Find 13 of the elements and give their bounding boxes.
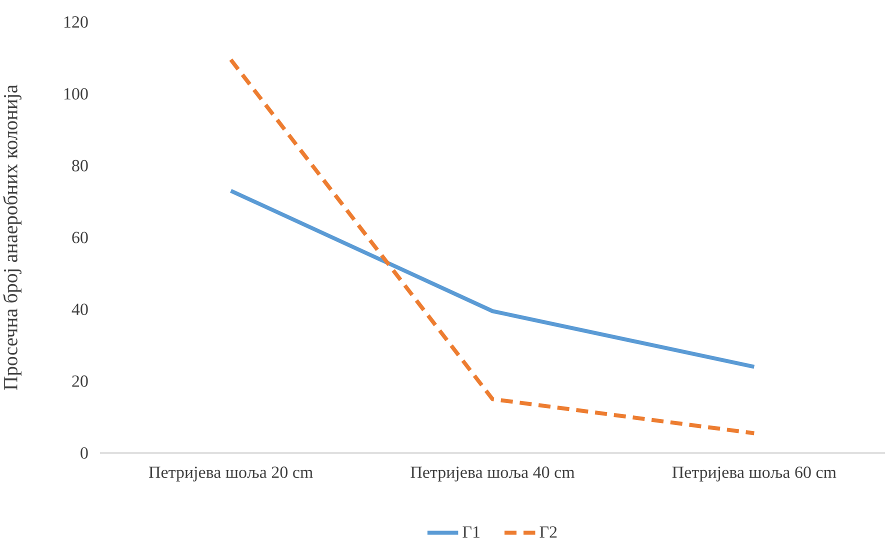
y-tick-label: 40 (72, 304, 88, 316)
x-tick-label: Петријева шоља 60 cm (672, 466, 836, 482)
y-tick-label: 80 (72, 160, 88, 172)
y-tick-label: 120 (64, 16, 88, 28)
y-tick-label: 20 (72, 375, 88, 387)
legend-label: Г1 (462, 526, 480, 538)
y-tick-label: 60 (72, 232, 88, 244)
x-tick-label: Петријева шоља 20 cm (148, 466, 313, 482)
y-tick-label: 0 (80, 447, 88, 459)
x-tick-label: Петријева шоља 40 cm (410, 466, 575, 482)
y-tick-label: 100 (64, 88, 88, 100)
y-axis-title: Просечна број анаеробних колонија (2, 84, 22, 390)
legend-label: Г2 (540, 526, 557, 538)
